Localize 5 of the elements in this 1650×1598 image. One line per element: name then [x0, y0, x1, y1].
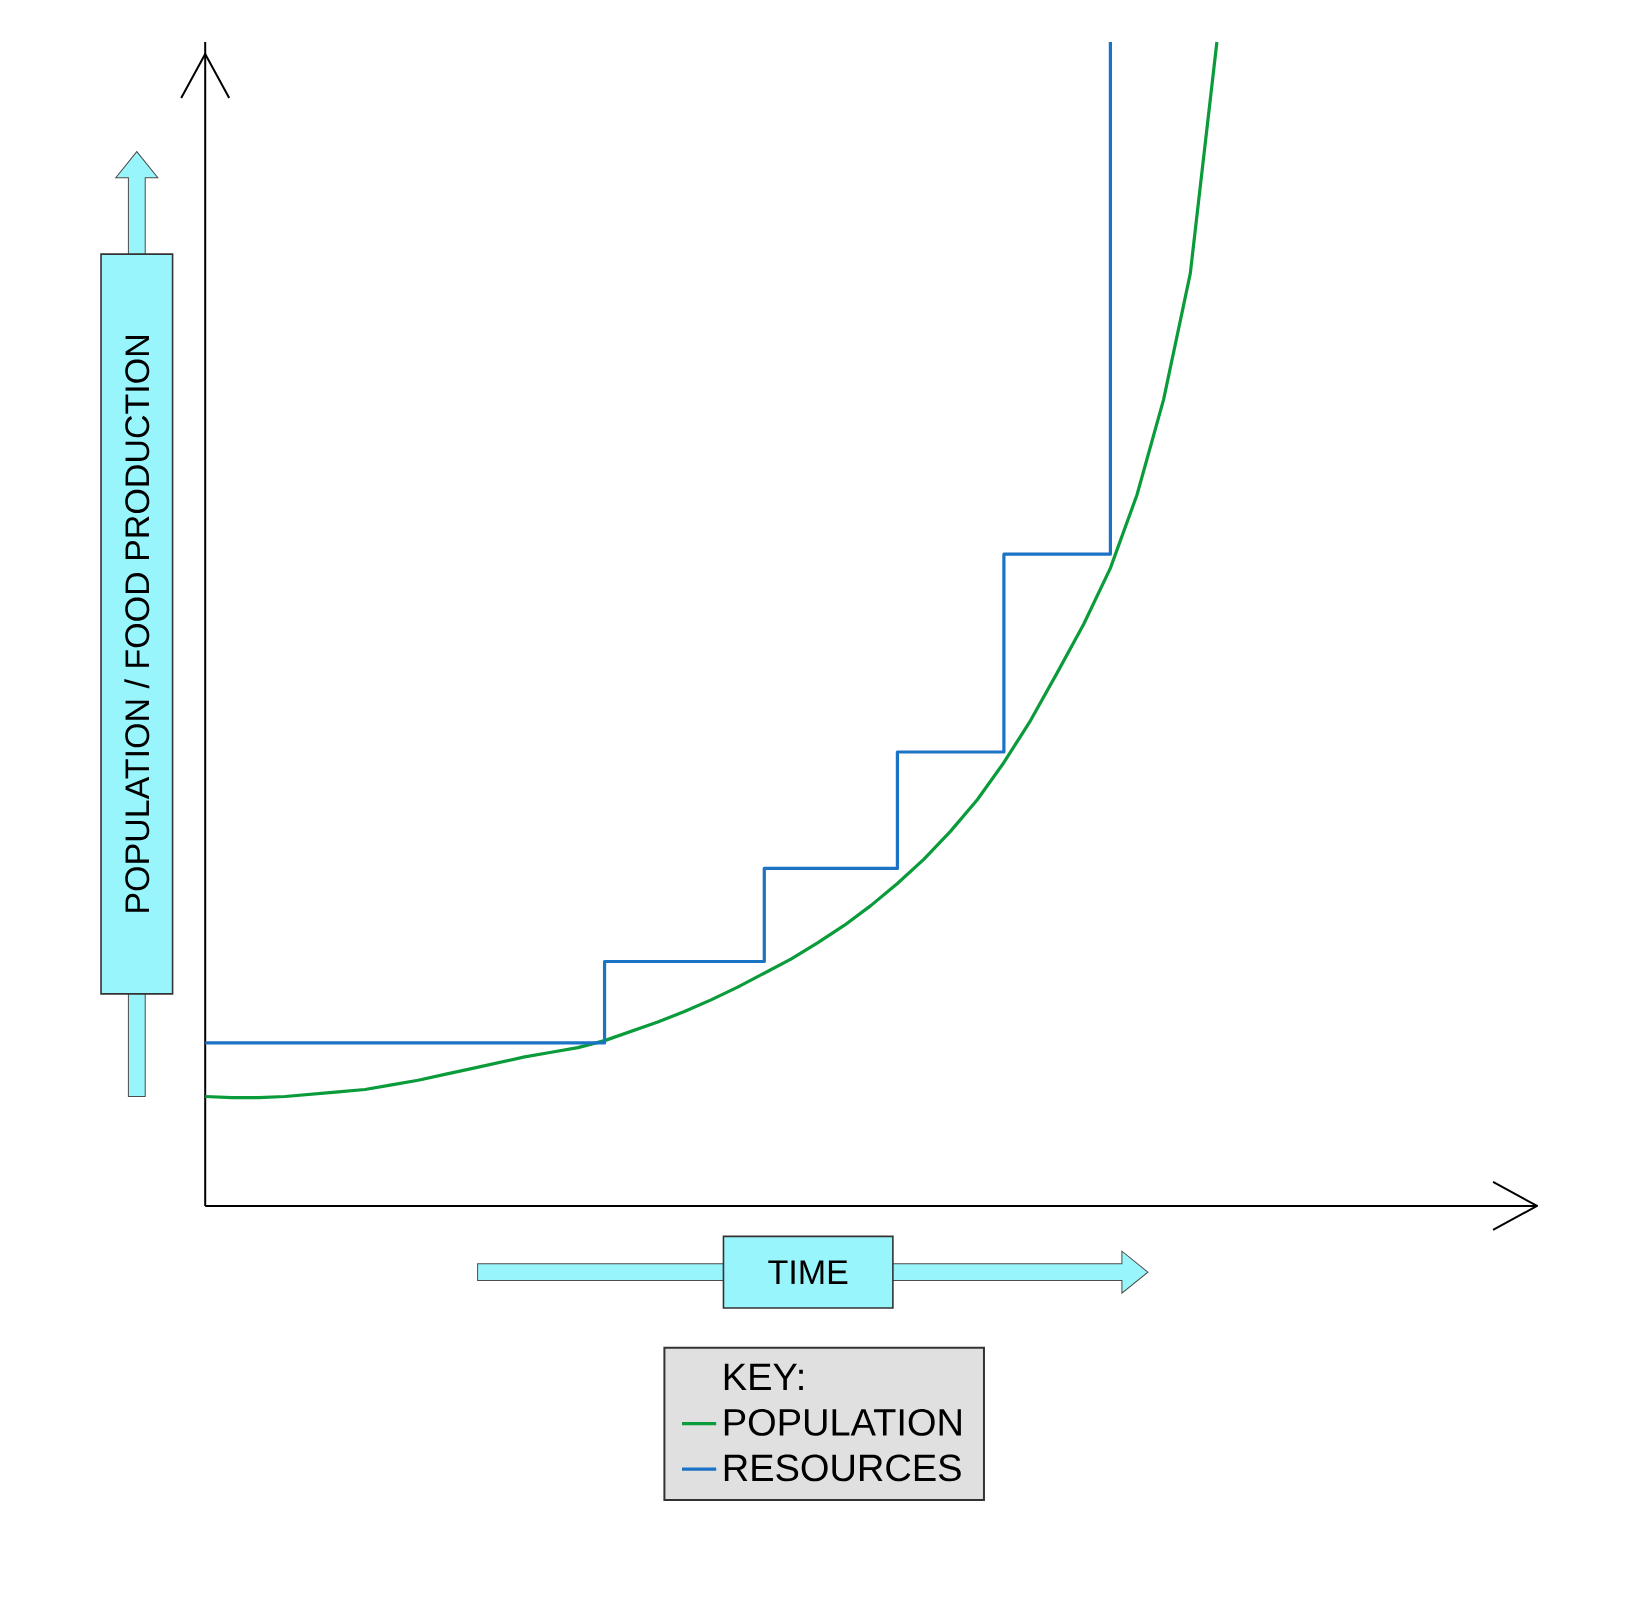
x-axis-title: TIME	[768, 1260, 848, 1284]
legend-label: POPULATION	[724, 1408, 961, 1436]
legend-title: KEY:	[724, 1363, 803, 1390]
legend-label: RESOURCES	[724, 1454, 961, 1482]
y-axis-title: POPULATION / FOOD PRODUCTION	[124, 335, 150, 912]
